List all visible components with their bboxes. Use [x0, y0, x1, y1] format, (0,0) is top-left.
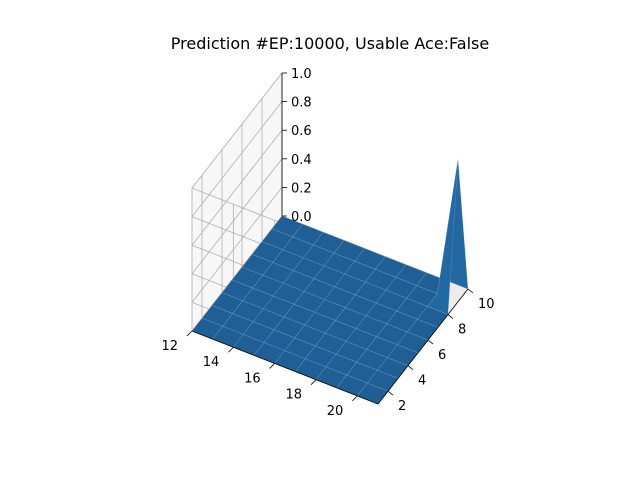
y-tick-label: 2 [398, 399, 406, 414]
gridline-z-back [191, 101, 283, 217]
x-tick-label: 14 [203, 355, 220, 370]
gridline-z-back [191, 158, 283, 275]
surface [191, 158, 469, 405]
x-tick-label: 18 [285, 388, 302, 403]
z-tick-label: 0.8 [291, 96, 312, 111]
y-tick-mark [407, 365, 414, 370]
x-axis-line [191, 330, 379, 405]
z-tick-label: 0.4 [291, 153, 312, 168]
x-tick-label: 20 [327, 404, 344, 419]
y-tick-mark [427, 339, 434, 345]
y-tick-mark [387, 390, 394, 396]
x-tick-mark [269, 363, 275, 369]
x-tick-mark [352, 395, 358, 402]
gridline-z-back [191, 72, 283, 189]
z-tick-label: 0.2 [291, 181, 312, 196]
x-tick-mark [310, 379, 317, 385]
x-tick-label: 16 [244, 371, 261, 386]
y-tick-label: 10 [478, 297, 495, 312]
x-tick-mark [186, 330, 193, 337]
y-tick-mark [447, 314, 454, 319]
x-tick-mark [228, 346, 234, 353]
y-tick-label: 6 [438, 348, 446, 363]
x-tick-label: 12 [161, 339, 178, 354]
z-tick-label: 1.0 [291, 67, 312, 82]
y-tick-label: 4 [418, 374, 426, 389]
chart-title: Prediction #EP:10000, Usable Ace:False [171, 34, 489, 53]
y-tick-label: 8 [458, 323, 466, 338]
y-tick-mark [467, 288, 474, 294]
gridline-z-back [191, 187, 283, 303]
surface-facet [426, 158, 459, 315]
y-axis-line [377, 288, 469, 405]
z-tick-label: 0.6 [291, 124, 312, 139]
gridline-z-back [191, 129, 283, 246]
z-tick-label: 0.0 [291, 210, 312, 225]
